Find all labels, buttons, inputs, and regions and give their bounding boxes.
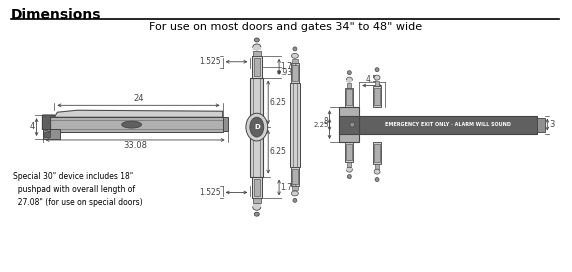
Ellipse shape (347, 71, 351, 75)
Bar (347, 162, 351, 167)
Bar (292, 65, 298, 81)
Ellipse shape (255, 38, 259, 42)
Bar (45, 132, 50, 137)
Bar (291, 63, 299, 82)
Ellipse shape (122, 121, 141, 128)
Ellipse shape (293, 198, 297, 202)
Text: EMERGENCY EXIT ONLY · ALARM WILL SOUND: EMERGENCY EXIT ONLY · ALARM WILL SOUND (386, 122, 511, 127)
Ellipse shape (374, 75, 380, 80)
Ellipse shape (255, 212, 259, 216)
Bar (373, 142, 381, 164)
Bar (347, 82, 351, 88)
Bar (375, 164, 379, 169)
Bar (254, 178, 260, 196)
Ellipse shape (347, 77, 352, 82)
Ellipse shape (250, 117, 264, 137)
Bar (345, 142, 353, 162)
Bar (50, 117, 223, 132)
Bar (374, 88, 380, 105)
Ellipse shape (293, 47, 297, 51)
Ellipse shape (375, 68, 379, 72)
Polygon shape (54, 110, 223, 117)
Ellipse shape (374, 169, 380, 174)
Text: 1.79: 1.79 (280, 62, 297, 71)
Text: Special 30" device includes 18"
  pushpad with overall length of
  27.08" (for u: Special 30" device includes 18" pushpad … (13, 172, 142, 207)
Bar (290, 82, 300, 167)
Ellipse shape (350, 122, 355, 127)
Ellipse shape (347, 175, 351, 178)
Bar (292, 187, 298, 190)
Bar (253, 198, 261, 203)
Text: 1.525: 1.525 (199, 57, 221, 66)
Bar (374, 144, 380, 162)
Ellipse shape (253, 204, 261, 210)
Text: 3: 3 (549, 120, 555, 129)
Bar (223, 117, 228, 131)
Bar (347, 144, 352, 160)
Bar (359, 116, 538, 134)
Ellipse shape (347, 167, 352, 172)
Bar (347, 80, 352, 82)
Text: 6.25: 6.25 (269, 147, 286, 156)
Bar (253, 47, 261, 50)
Bar (375, 81, 379, 85)
Ellipse shape (253, 44, 261, 50)
Ellipse shape (246, 113, 268, 141)
Text: 2.25: 2.25 (313, 122, 328, 128)
Ellipse shape (375, 178, 379, 181)
Text: 33.08: 33.08 (123, 141, 147, 150)
Text: 4.5: 4.5 (366, 75, 378, 84)
Text: 8: 8 (324, 117, 328, 126)
Bar (291, 167, 299, 187)
Text: .935: .935 (280, 68, 297, 77)
Bar (252, 177, 262, 198)
Bar (339, 107, 359, 142)
Text: 4: 4 (29, 122, 34, 131)
Bar (253, 204, 261, 207)
Ellipse shape (292, 53, 299, 58)
Text: For use on most doors and gates 34" to 48" wide: For use on most doors and gates 34" to 4… (149, 22, 423, 32)
Bar (347, 89, 352, 105)
Bar (292, 169, 298, 184)
Bar (373, 85, 381, 107)
Text: D: D (254, 124, 260, 130)
Bar (254, 58, 260, 76)
Ellipse shape (292, 191, 299, 196)
Bar (42, 129, 60, 139)
Text: 6.25: 6.25 (269, 98, 286, 107)
Text: 1.79: 1.79 (280, 183, 297, 192)
Bar (347, 168, 352, 170)
Text: 24: 24 (133, 94, 144, 103)
Bar (253, 51, 261, 56)
Bar (345, 88, 353, 107)
Polygon shape (42, 115, 54, 132)
Text: 1.525: 1.525 (199, 188, 221, 197)
Bar (538, 118, 545, 132)
Text: Dimensions: Dimensions (11, 8, 101, 22)
Bar (339, 116, 359, 134)
Bar (252, 56, 262, 78)
Bar (292, 59, 298, 63)
Bar (251, 78, 263, 177)
